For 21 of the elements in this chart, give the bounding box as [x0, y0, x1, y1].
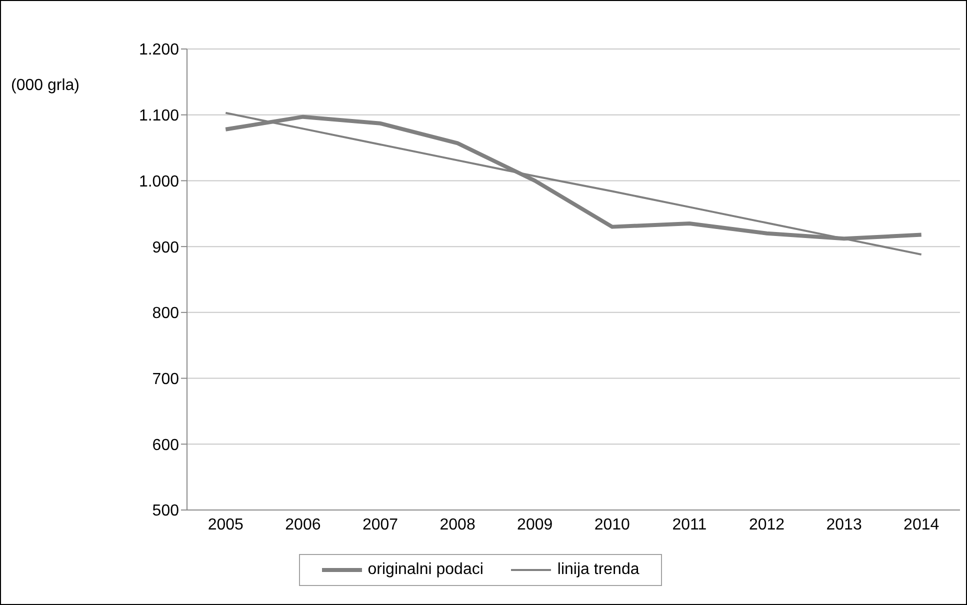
x-tick-label: 2005 — [208, 516, 244, 534]
y-tick-label: 500 — [152, 502, 180, 520]
y-tick-label: 900 — [152, 239, 180, 256]
x-tick-label: 2008 — [440, 516, 476, 534]
y-tick-label: 1.000 — [138, 173, 180, 190]
y-tick-label: 600 — [152, 436, 180, 454]
y-tick-label: 700 — [152, 370, 180, 388]
x-tick-label: 2013 — [826, 516, 862, 534]
y-axis-title: (000 grla) — [11, 77, 80, 95]
x-tick-label: 2009 — [517, 516, 553, 534]
x-tick-label: 2012 — [748, 516, 785, 534]
x-tick-label: 2007 — [362, 516, 398, 534]
legend-label: originalni podaci — [366, 561, 484, 579]
x-tick-label: 2014 — [904, 516, 940, 534]
x-tick-label: 2011 — [672, 516, 707, 534]
y-tick-label: 1.100 — [138, 108, 180, 125]
x-tick-label: 2006 — [285, 516, 321, 534]
legend-label: linija trenda — [556, 561, 640, 579]
x-tick-label: 2010 — [594, 516, 630, 534]
y-tick-label: 1.200 — [138, 42, 180, 59]
y-tick-label: 800 — [152, 305, 180, 322]
